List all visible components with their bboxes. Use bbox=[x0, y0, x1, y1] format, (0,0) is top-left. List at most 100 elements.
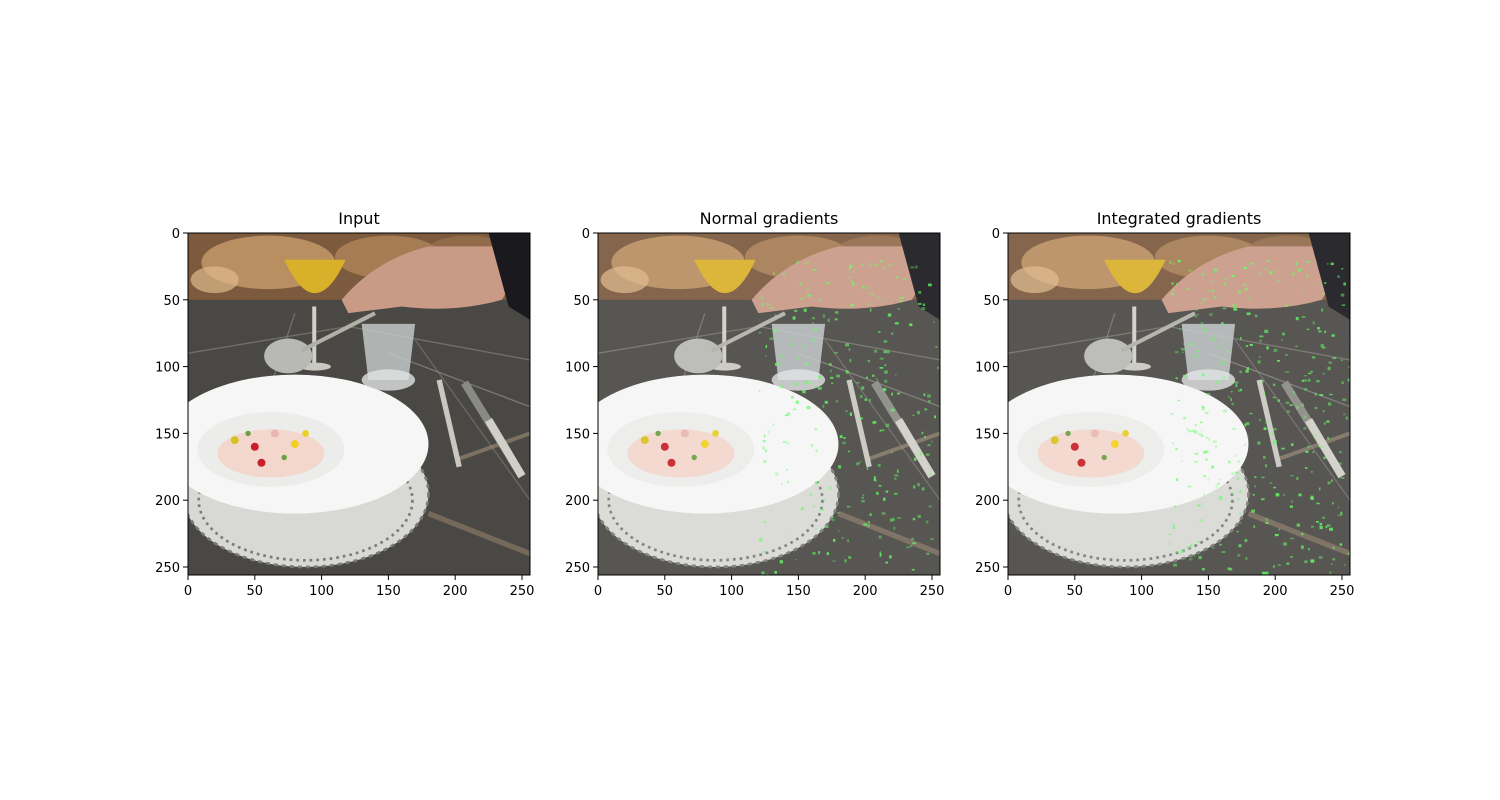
attribution-speck bbox=[1238, 544, 1242, 548]
attribution-speck bbox=[884, 370, 888, 374]
attribution-speck bbox=[879, 553, 882, 557]
attribution-speck bbox=[788, 530, 790, 533]
attribution-speck bbox=[1216, 482, 1220, 485]
attribution-speck bbox=[1301, 533, 1304, 536]
attribution-speck bbox=[846, 505, 851, 508]
attribution-speck bbox=[1174, 505, 1176, 508]
attribution-speck bbox=[803, 308, 807, 312]
attribution-speck bbox=[912, 517, 916, 521]
attribution-speck bbox=[1228, 460, 1231, 464]
x-tick-label: 200 bbox=[1263, 584, 1288, 599]
attribution-speck bbox=[1322, 516, 1326, 519]
x-tick-label: 250 bbox=[510, 584, 535, 599]
attribution-speck bbox=[1196, 350, 1200, 353]
attribution-speck bbox=[1194, 315, 1198, 318]
attribution-speck bbox=[837, 530, 840, 532]
attribution-speck bbox=[1259, 335, 1264, 338]
attribution-speck bbox=[804, 345, 807, 349]
y-tick-label: 150 bbox=[155, 427, 180, 442]
attribution-speck bbox=[1176, 303, 1179, 306]
attribution-speck bbox=[1322, 410, 1325, 413]
attribution-speck bbox=[1307, 372, 1312, 375]
attribution-speck bbox=[834, 311, 839, 314]
attribution-speck bbox=[1201, 567, 1205, 571]
attribution-speck bbox=[861, 496, 864, 499]
attribution-speck bbox=[868, 520, 870, 524]
attribution-speck bbox=[1295, 262, 1298, 266]
y-tick-label: 250 bbox=[155, 561, 180, 576]
y-tick-label: 200 bbox=[975, 494, 1000, 509]
attribution-speck bbox=[1188, 430, 1192, 433]
attribution-speck bbox=[1285, 401, 1290, 404]
attribution-speck bbox=[880, 260, 883, 263]
attribution-speck bbox=[877, 331, 881, 333]
attribution-speck bbox=[1249, 412, 1253, 415]
attribution-speck bbox=[1236, 530, 1239, 533]
attribution-speck bbox=[1331, 479, 1333, 483]
attribution-speck bbox=[1285, 304, 1288, 308]
attribution-speck bbox=[780, 385, 784, 389]
attribution-speck bbox=[1204, 411, 1209, 415]
attribution-speck bbox=[1193, 430, 1198, 434]
panel-1: Input 0 50 100 150 200 250 0 50 100 150 200 250 bbox=[155, 209, 534, 599]
attribution-speck bbox=[1175, 478, 1179, 482]
attribution-speck bbox=[1252, 493, 1255, 496]
attribution-speck bbox=[1177, 399, 1180, 402]
attribution-speck bbox=[1224, 282, 1227, 286]
attribution-speck bbox=[861, 386, 865, 390]
attribution-speck bbox=[1330, 262, 1334, 266]
attribution-speck bbox=[1185, 287, 1189, 290]
attribution-speck bbox=[1228, 568, 1233, 571]
attribution-speck bbox=[1301, 315, 1306, 318]
attribution-speck bbox=[1174, 351, 1179, 354]
attribution-speck bbox=[799, 282, 803, 286]
attribution-speck bbox=[852, 270, 855, 273]
attribution-speck bbox=[758, 332, 762, 334]
attribution-speck bbox=[1205, 436, 1208, 439]
attribution-speck bbox=[884, 379, 888, 383]
attribution-speck bbox=[1243, 284, 1247, 286]
attribution-speck bbox=[1340, 359, 1343, 362]
attribution-speck bbox=[774, 314, 777, 317]
attribution-speck bbox=[888, 263, 893, 266]
attribution-speck bbox=[867, 303, 872, 305]
attribution-speck bbox=[1305, 450, 1309, 453]
y-tick-label: 50 bbox=[163, 294, 180, 309]
attribution-speck bbox=[883, 340, 888, 343]
attribution-speck bbox=[827, 318, 830, 322]
attribution-speck bbox=[930, 538, 934, 540]
attribution-speck bbox=[1340, 293, 1345, 297]
attribution-speck bbox=[1205, 450, 1209, 454]
attribution-speck bbox=[1218, 346, 1220, 349]
attribution-speck bbox=[1190, 543, 1193, 547]
y-tick-label: 0 bbox=[582, 227, 590, 242]
attribution-speck bbox=[1212, 440, 1217, 443]
attribution-speck bbox=[1234, 381, 1239, 384]
attribution-speck bbox=[1274, 534, 1279, 537]
attribution-speck bbox=[1230, 398, 1232, 402]
attribution-speck bbox=[1257, 441, 1261, 445]
attribution-speck bbox=[878, 535, 882, 539]
axes-frame bbox=[597, 232, 941, 576]
attribution-speck bbox=[842, 441, 846, 445]
attribution-speck bbox=[797, 357, 800, 361]
attribution-speck bbox=[775, 472, 779, 476]
attribution-speck bbox=[1254, 314, 1258, 318]
attribution-speck bbox=[811, 317, 816, 320]
attribution-speck bbox=[1246, 436, 1249, 439]
attribution-speck bbox=[1230, 390, 1233, 393]
attribution-speck bbox=[889, 518, 894, 522]
attribution-speck bbox=[1316, 282, 1319, 286]
attribution-speck bbox=[1285, 371, 1290, 373]
attribution-speck bbox=[1303, 415, 1307, 419]
attribution-speck bbox=[1237, 389, 1241, 392]
attribution-speck bbox=[1257, 360, 1261, 364]
attribution-speck bbox=[766, 303, 770, 306]
attribution-speck bbox=[1347, 552, 1350, 555]
attribution-speck bbox=[1213, 268, 1218, 271]
attribution-speck bbox=[1319, 487, 1321, 491]
attribution-speck bbox=[1215, 485, 1218, 488]
attribution-speck bbox=[792, 316, 796, 320]
attribution-speck bbox=[813, 505, 815, 508]
attribution-speck bbox=[1168, 533, 1172, 536]
